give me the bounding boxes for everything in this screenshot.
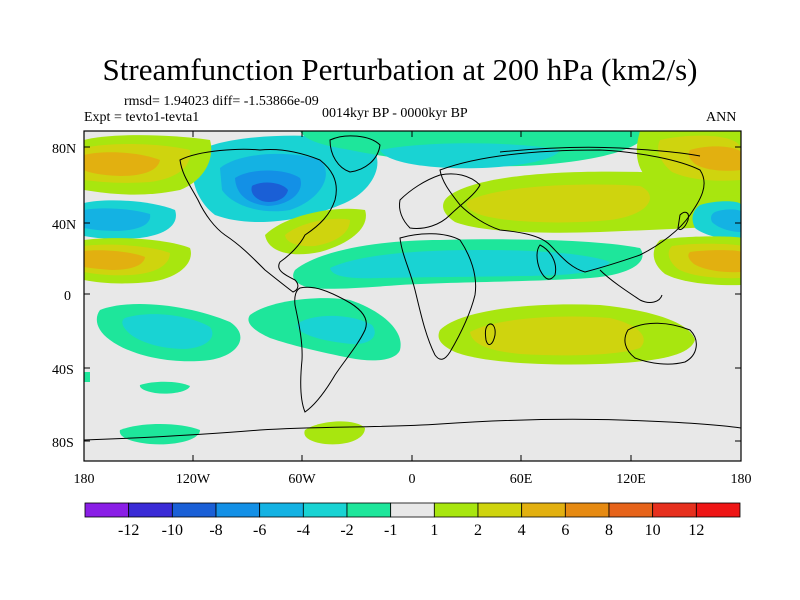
colorbar-label: 4 xyxy=(518,522,526,539)
lat-tick-80n: 80N xyxy=(52,142,76,157)
lon-tick-180e: 180 xyxy=(731,472,752,487)
coastlines xyxy=(84,135,741,441)
colorbar-label: 10 xyxy=(645,522,661,539)
contour-positive-left-20n-3 xyxy=(84,250,145,270)
colorbar-swatch xyxy=(608,502,654,518)
colorbar-swatch xyxy=(302,502,348,518)
contour-positive-ne-asia-3 xyxy=(688,146,741,171)
colorbar-label: -6 xyxy=(253,522,266,539)
coast-antarctica xyxy=(84,418,741,441)
coast-australia xyxy=(624,322,697,365)
contour-negative-na-4 xyxy=(251,182,288,202)
colorbar-swatch xyxy=(259,502,304,518)
lon-tick-0: 0 xyxy=(409,472,416,487)
contour-negative-samerica-2 xyxy=(297,315,375,345)
lat-tick-40n: 40N xyxy=(52,218,76,233)
colorbar xyxy=(84,502,741,518)
contour-negative-arctic-2 xyxy=(380,143,560,169)
contour-positive-sio-2 xyxy=(470,316,644,356)
colorbar-label: -10 xyxy=(162,522,183,539)
coast-north-america xyxy=(179,148,337,293)
contour-negative-spac-2 xyxy=(122,314,213,349)
contour-negative-wpac-2 xyxy=(84,208,151,231)
colorbar-swatch xyxy=(652,502,697,518)
colorbar-label: -1 xyxy=(384,522,397,539)
lon-tick-120e: 120E xyxy=(616,472,646,487)
lat-tick-0: 0 xyxy=(64,289,71,304)
colorbar-swatch xyxy=(346,502,392,518)
lat-tick-80s: 80S xyxy=(52,436,74,451)
lon-tick-60e: 60E xyxy=(510,472,533,487)
period-label: 0014kyr BP - 0000kyr BP xyxy=(322,106,468,121)
coast-arctic-russia xyxy=(499,146,701,157)
coast-madagascar xyxy=(484,323,496,346)
colorbar-label: -12 xyxy=(118,522,139,539)
colorbar-swatch xyxy=(564,502,610,518)
colorbar-swatch xyxy=(695,502,741,518)
colorbar-label: 6 xyxy=(561,522,569,539)
colorbar-label: 8 xyxy=(605,522,613,539)
colorbar-label: -4 xyxy=(297,522,310,539)
contour-negative-south-3 xyxy=(84,372,90,382)
colorbar-swatch xyxy=(390,502,435,518)
contour-fields xyxy=(84,131,741,445)
lat-tick-40s: 40S xyxy=(52,363,74,378)
colorbar-swatch xyxy=(128,502,173,518)
colorbar-swatch xyxy=(171,502,217,518)
experiment-label: Expt = tevto1-tevta1 xyxy=(84,110,200,125)
coast-africa xyxy=(399,233,477,360)
stats-text: rmsd= 1.94023 diff= -1.53866e-09 xyxy=(124,94,319,109)
contour-positive-right-20n-3 xyxy=(688,250,741,273)
colorbar-labels: -12 -10 -8 -6 -4 -2 -1 1 2 4 6 8 10 12 xyxy=(118,522,704,539)
contour-negative-south-2 xyxy=(139,381,190,394)
coast-south-america xyxy=(294,286,367,413)
colorbar-swatch xyxy=(215,502,261,518)
coast-india xyxy=(536,244,557,280)
colorbar-label: 12 xyxy=(688,522,704,539)
tick-marks xyxy=(83,131,742,461)
contour-positive-npac-top-3 xyxy=(84,152,160,176)
colorbar-swatch xyxy=(84,502,130,518)
contour-positive-atlantic-2 xyxy=(285,218,350,247)
colorbar-swatch xyxy=(477,502,523,518)
lon-tick-60w: 60W xyxy=(288,472,316,487)
colorbar-label: -8 xyxy=(209,522,222,539)
coast-japan xyxy=(677,211,689,231)
contour-positive-eurasia-2 xyxy=(466,184,650,223)
colorbar-swatch xyxy=(521,502,566,518)
coast-europe xyxy=(399,173,481,229)
coast-asia xyxy=(439,149,705,273)
contour-negative-south-1 xyxy=(119,424,200,445)
plot-title: Streamfunction Perturbation at 200 hPa (… xyxy=(102,52,698,87)
colorbar-swatch xyxy=(433,502,479,518)
season-label: ANN xyxy=(706,110,737,125)
colorbar-label: 1 xyxy=(430,522,438,539)
contour-negative-epac-2 xyxy=(711,209,741,232)
coast-greenland xyxy=(329,135,381,173)
lon-tick-180w: 180 xyxy=(74,472,95,487)
colorbar-label: -2 xyxy=(340,522,353,539)
coast-se-asia xyxy=(599,269,663,303)
lon-tick-120w: 120W xyxy=(176,472,211,487)
colorbar-label: 2 xyxy=(474,522,482,539)
contour-negative-tropics-2 xyxy=(330,250,610,279)
